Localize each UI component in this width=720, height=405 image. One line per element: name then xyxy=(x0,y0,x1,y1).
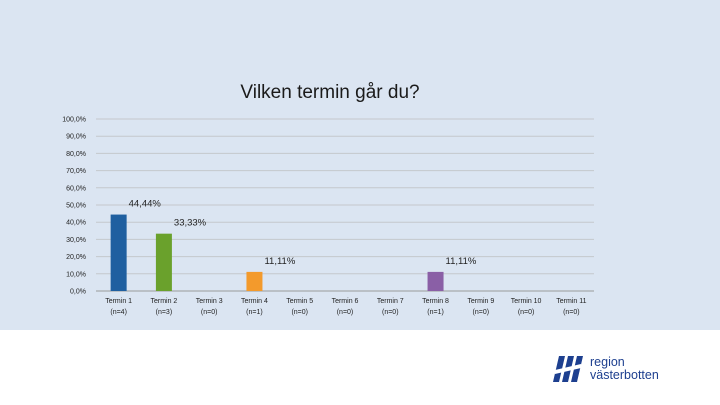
data-labels: 44,44% 33,33% 11,11% 11,11% xyxy=(129,199,477,267)
data-label: 11,11% xyxy=(446,256,477,267)
x-tick-count: (n=1) xyxy=(427,309,444,316)
logo-line-1: region xyxy=(590,355,625,369)
y-tick-label: 70,0% xyxy=(66,168,86,175)
gridlines xyxy=(96,118,594,292)
region-vasterbotten-logo: region västerbotten xyxy=(551,352,691,386)
x-tick-label: Termin 6 xyxy=(332,298,359,305)
bars xyxy=(110,214,444,291)
x-tick-count: (n=0) xyxy=(382,309,399,316)
logo-line-2: västerbotten xyxy=(590,368,659,382)
x-tick-label: Termin 3 xyxy=(196,298,223,305)
x-tick-label: Termin 4 xyxy=(241,298,268,305)
x-tick-count: (n=0) xyxy=(563,309,580,316)
x-tick-label: Termin 1 xyxy=(105,298,132,305)
bar-chart: 0,0% 10,0% 20,0% 30,0% 40,0% 50,0% 60,0% 70,0% 8… xyxy=(62,117,594,316)
x-tick-label: Termin 9 xyxy=(467,298,494,305)
data-label: 44,44% xyxy=(129,199,162,210)
y-tick-label: 50,0% xyxy=(66,203,86,210)
x-tick-count: (n=1) xyxy=(246,309,263,316)
logo-text: region västerbotten xyxy=(590,356,659,382)
x-tick-count: (n=0) xyxy=(291,309,308,316)
x-tick-count: (n=0) xyxy=(201,309,218,316)
chart-title: Vilken termin går du? xyxy=(240,82,420,103)
logo-mark-icon xyxy=(553,356,583,382)
bar xyxy=(427,271,444,291)
x-tick-label: Termin 7 xyxy=(377,298,404,305)
x-tick-count: (n=4) xyxy=(110,309,127,316)
y-tick-label: 30,0% xyxy=(66,237,86,244)
x-tick-count: (n=0) xyxy=(518,309,535,316)
y-axis-ticks: 0,0% 10,0% 20,0% 30,0% 40,0% 50,0% 60,0% 70,0% 8… xyxy=(62,117,86,296)
y-tick-label: 20,0% xyxy=(66,254,86,261)
y-tick-label: 80,0% xyxy=(66,151,86,158)
x-tick-label: Termin 11 xyxy=(556,298,586,305)
x-axis-ticks: Termin 1 (n=4) Termin 2 (n=3) Termin 3 (n=0) T… xyxy=(105,298,586,316)
y-tick-label: 40,0% xyxy=(66,220,86,227)
x-tick-count: (n=0) xyxy=(337,309,354,316)
x-tick-count: (n=3) xyxy=(156,309,173,316)
bar xyxy=(246,271,263,291)
y-tick-label: 100,0% xyxy=(62,117,86,124)
x-tick-label: Termin 5 xyxy=(286,298,313,305)
bar xyxy=(155,233,172,291)
x-tick-label: Termin 2 xyxy=(150,298,177,305)
y-tick-label: 10,0% xyxy=(66,271,86,278)
x-tick-label: Termin 10 xyxy=(511,298,542,305)
y-tick-label: 60,0% xyxy=(66,185,86,192)
x-tick-label: Termin 8 xyxy=(422,298,449,305)
x-tick-count: (n=0) xyxy=(473,309,490,316)
data-label: 11,11% xyxy=(264,256,295,267)
bar xyxy=(110,214,127,291)
y-tick-label: 90,0% xyxy=(66,134,86,141)
y-tick-label: 0,0% xyxy=(70,289,86,296)
data-label: 33,33% xyxy=(174,218,207,229)
